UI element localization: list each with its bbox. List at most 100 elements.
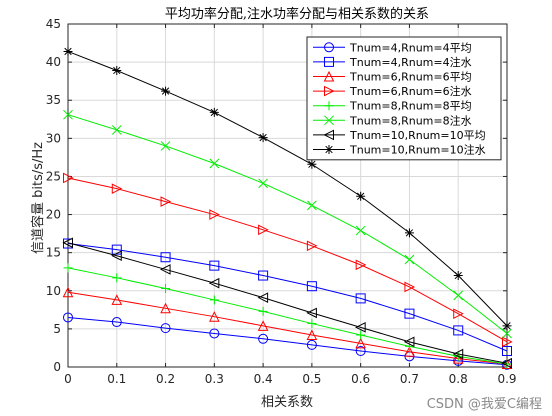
data-point xyxy=(63,172,74,184)
plot-area xyxy=(67,23,508,368)
y-tick-label: 40 xyxy=(46,55,61,69)
data-point xyxy=(453,325,464,336)
data-point xyxy=(306,329,318,340)
x-tick-label: 0.1 xyxy=(107,372,126,386)
data-point xyxy=(307,200,317,211)
series-line xyxy=(67,177,508,343)
data-point xyxy=(323,129,334,141)
legend-item: Tnum=6,Rnum=6平均 xyxy=(313,71,472,84)
data-point xyxy=(209,158,220,169)
y-tick-label: 30 xyxy=(46,131,61,145)
data-point xyxy=(208,277,220,289)
data-point xyxy=(62,237,73,249)
x-tick-label: 0.6 xyxy=(351,372,370,386)
legend-item: Tnum=10,Rnum=10注水 xyxy=(313,143,486,157)
legend-label: Tnum=6,Rnum=6平均 xyxy=(349,71,472,84)
data-point xyxy=(258,270,269,281)
data-point xyxy=(404,228,414,238)
data-point xyxy=(160,141,171,151)
x-tick-label: 0 xyxy=(64,372,72,386)
data-point xyxy=(160,302,171,314)
data-point xyxy=(160,323,171,334)
data-point xyxy=(453,290,464,301)
series-line xyxy=(67,50,508,327)
legend-item: Tnum=8,Rnum=8注水 xyxy=(313,113,472,127)
series-group xyxy=(62,46,513,370)
legend-box xyxy=(306,36,502,161)
y-tick-label: 0 xyxy=(53,360,61,374)
legend-label: Tnum=4,Rnum=4平均 xyxy=(349,41,472,54)
data-point xyxy=(306,240,318,252)
data-point xyxy=(355,322,366,333)
data-point xyxy=(161,86,171,96)
data-point xyxy=(111,317,122,328)
data-point xyxy=(306,339,317,350)
data-point xyxy=(111,125,122,135)
axis-ticks: 0 0.1 0.2 0.3 0.4 0.5 0.6 0.7 0.8 0.9 0 5 10 15 20 25 30… xyxy=(46,17,517,386)
legend-item: Tnum=6,Rnum=6注水 xyxy=(313,84,472,98)
x-tick-label: 0.5 xyxy=(302,372,321,386)
data-point xyxy=(502,336,513,348)
x-tick-label: 0.4 xyxy=(254,372,273,386)
legend-label: Tnum=8,Rnum=8注水 xyxy=(349,113,472,127)
data-point xyxy=(404,254,415,265)
data-point xyxy=(111,244,122,255)
series-line xyxy=(67,243,508,352)
data-point xyxy=(355,293,366,304)
data-point xyxy=(160,252,171,263)
data-point xyxy=(209,209,220,220)
data-point xyxy=(209,295,219,305)
data-point xyxy=(453,308,464,319)
data-point xyxy=(306,281,317,292)
data-point xyxy=(159,264,171,275)
y-axis-title: 信道容量 bits/s/Hz xyxy=(30,142,46,254)
data-point xyxy=(356,330,366,340)
x-tick-label: 0.3 xyxy=(205,372,224,386)
data-point xyxy=(257,292,269,303)
data-point xyxy=(452,352,464,364)
data-point xyxy=(324,56,334,67)
data-point xyxy=(324,145,334,154)
data-point xyxy=(502,321,512,331)
data-point xyxy=(63,312,73,323)
data-point xyxy=(323,70,335,82)
data-point xyxy=(403,336,415,348)
x-axis-title: 相关系数 xyxy=(261,395,313,410)
data-point xyxy=(501,357,512,369)
data-point xyxy=(324,101,334,111)
legend-label: Tnum=4,Rnum=4注水 xyxy=(349,55,472,69)
data-point xyxy=(258,224,269,236)
y-tick-label: 15 xyxy=(46,246,61,260)
data-point xyxy=(502,345,512,356)
data-point xyxy=(324,85,335,97)
data-point xyxy=(324,42,334,53)
y-tick-label: 5 xyxy=(53,322,61,336)
data-point xyxy=(111,183,123,194)
y-tick-label: 10 xyxy=(46,284,61,298)
data-point xyxy=(404,341,414,351)
x-tick-label: 0.9 xyxy=(497,372,516,386)
data-point xyxy=(502,328,512,339)
data-point xyxy=(62,286,74,298)
data-point xyxy=(161,283,171,293)
data-point xyxy=(404,281,416,293)
x-tick-label: 0.8 xyxy=(449,372,468,386)
data-point xyxy=(355,345,366,356)
data-point xyxy=(355,225,366,236)
data-point xyxy=(324,115,334,126)
data-point xyxy=(307,319,317,329)
series-5 xyxy=(63,263,512,369)
chart-title: 平均功率分配,注水功率分配与相关系数的关系 xyxy=(165,6,429,22)
x-tick-label: 0.2 xyxy=(156,372,175,386)
y-tick-label: 25 xyxy=(46,169,61,183)
series-8 xyxy=(63,46,512,331)
data-point xyxy=(452,348,464,360)
data-point xyxy=(63,46,73,56)
legend-label: Tnum=10,Rnum=10平均 xyxy=(349,129,486,142)
series-line xyxy=(67,291,508,365)
data-point xyxy=(453,271,463,281)
legend-label: Tnum=6,Rnum=6注水 xyxy=(349,84,472,98)
y-tick-label: 45 xyxy=(46,17,61,31)
